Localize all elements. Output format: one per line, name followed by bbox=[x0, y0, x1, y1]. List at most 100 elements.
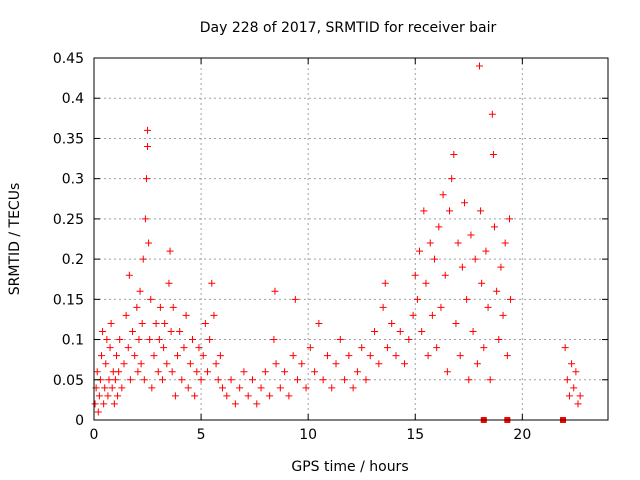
data-point bbox=[405, 336, 413, 344]
data-point bbox=[152, 319, 160, 327]
y-tick-label: 0.35 bbox=[53, 131, 84, 147]
data-point bbox=[565, 392, 573, 400]
data-point bbox=[358, 344, 366, 352]
data-point bbox=[144, 126, 152, 134]
data-point bbox=[206, 336, 214, 344]
data-point bbox=[199, 352, 207, 360]
data-point bbox=[94, 408, 102, 416]
y-tick-label: 0.45 bbox=[53, 51, 84, 67]
data-point bbox=[91, 400, 99, 408]
data-point bbox=[189, 336, 197, 344]
data-point bbox=[219, 384, 226, 392]
data-point bbox=[126, 376, 134, 384]
data-point bbox=[93, 368, 101, 376]
y-tick-label: 0.4 bbox=[62, 91, 84, 107]
data-point bbox=[108, 384, 116, 392]
data-point bbox=[323, 352, 331, 360]
data-point bbox=[480, 344, 488, 352]
data-point bbox=[396, 328, 404, 336]
data-point bbox=[379, 303, 387, 311]
x-axis-label: GPS time / hours bbox=[291, 459, 408, 475]
data-point bbox=[184, 384, 192, 392]
data-point bbox=[392, 352, 400, 360]
data-point bbox=[285, 392, 293, 400]
data-point bbox=[443, 368, 451, 376]
data-point bbox=[576, 392, 584, 400]
data-point bbox=[97, 352, 105, 360]
data-point bbox=[467, 231, 475, 239]
data-point bbox=[193, 368, 201, 376]
data-point bbox=[111, 376, 119, 384]
data-point bbox=[319, 376, 327, 384]
data-point bbox=[166, 247, 174, 255]
data-point bbox=[458, 263, 466, 271]
data-point bbox=[298, 360, 306, 368]
data-point bbox=[156, 303, 164, 311]
data-point bbox=[428, 311, 436, 319]
y-tick-label: 0.05 bbox=[53, 373, 84, 389]
data-point bbox=[353, 368, 361, 376]
data-point bbox=[413, 295, 421, 303]
data-point bbox=[476, 62, 483, 70]
data-point bbox=[176, 328, 184, 336]
data-point bbox=[174, 352, 182, 360]
data-point bbox=[465, 376, 473, 384]
y-tick-label: 0 bbox=[75, 413, 84, 429]
data-point bbox=[409, 311, 417, 319]
data-point bbox=[437, 303, 445, 311]
data-point bbox=[100, 400, 108, 408]
x-tick-label: 20 bbox=[513, 427, 531, 443]
data-point bbox=[136, 287, 144, 295]
y-axis-label: SRMTID / TECUs bbox=[7, 183, 23, 296]
data-point bbox=[201, 319, 209, 327]
data-point bbox=[401, 360, 409, 368]
data-point bbox=[484, 303, 492, 311]
data-point bbox=[570, 384, 578, 392]
data-point bbox=[349, 384, 357, 392]
y-tick-label: 0.25 bbox=[53, 212, 84, 228]
data-point bbox=[420, 207, 428, 215]
data-point bbox=[186, 360, 194, 368]
data-point bbox=[486, 376, 494, 384]
data-point bbox=[441, 271, 449, 279]
data-point bbox=[146, 336, 154, 344]
data-point bbox=[495, 336, 503, 344]
data-point bbox=[563, 376, 571, 384]
data-point bbox=[482, 247, 490, 255]
data-point bbox=[473, 360, 481, 368]
data-point bbox=[147, 295, 155, 303]
data-point bbox=[197, 376, 205, 384]
data-point bbox=[291, 295, 299, 303]
data-point bbox=[439, 191, 447, 199]
data-point bbox=[116, 336, 124, 344]
data-point bbox=[107, 319, 115, 327]
data-point bbox=[388, 319, 396, 327]
data-point bbox=[180, 344, 188, 352]
data-point bbox=[257, 384, 265, 392]
data-point bbox=[375, 360, 383, 368]
data-point bbox=[461, 199, 469, 207]
data-point bbox=[118, 384, 126, 392]
data-point bbox=[131, 352, 139, 360]
data-point bbox=[139, 255, 147, 263]
data-point bbox=[276, 384, 284, 392]
y-tick-label: 0.2 bbox=[62, 252, 84, 268]
data-point bbox=[574, 400, 582, 408]
data-point bbox=[568, 360, 576, 368]
data-point bbox=[422, 279, 430, 287]
data-point bbox=[154, 368, 162, 376]
data-point bbox=[253, 400, 261, 408]
data-point bbox=[212, 360, 220, 368]
data-point bbox=[490, 223, 498, 231]
data-point bbox=[561, 344, 569, 352]
data-point bbox=[478, 279, 486, 287]
data-point bbox=[469, 328, 477, 336]
data-point bbox=[102, 360, 110, 368]
data-point bbox=[431, 255, 439, 263]
data-point bbox=[503, 352, 511, 360]
data-point bbox=[446, 207, 454, 215]
data-point bbox=[505, 215, 513, 223]
data-point bbox=[106, 344, 114, 352]
data-point bbox=[418, 328, 426, 336]
data-point bbox=[424, 352, 432, 360]
